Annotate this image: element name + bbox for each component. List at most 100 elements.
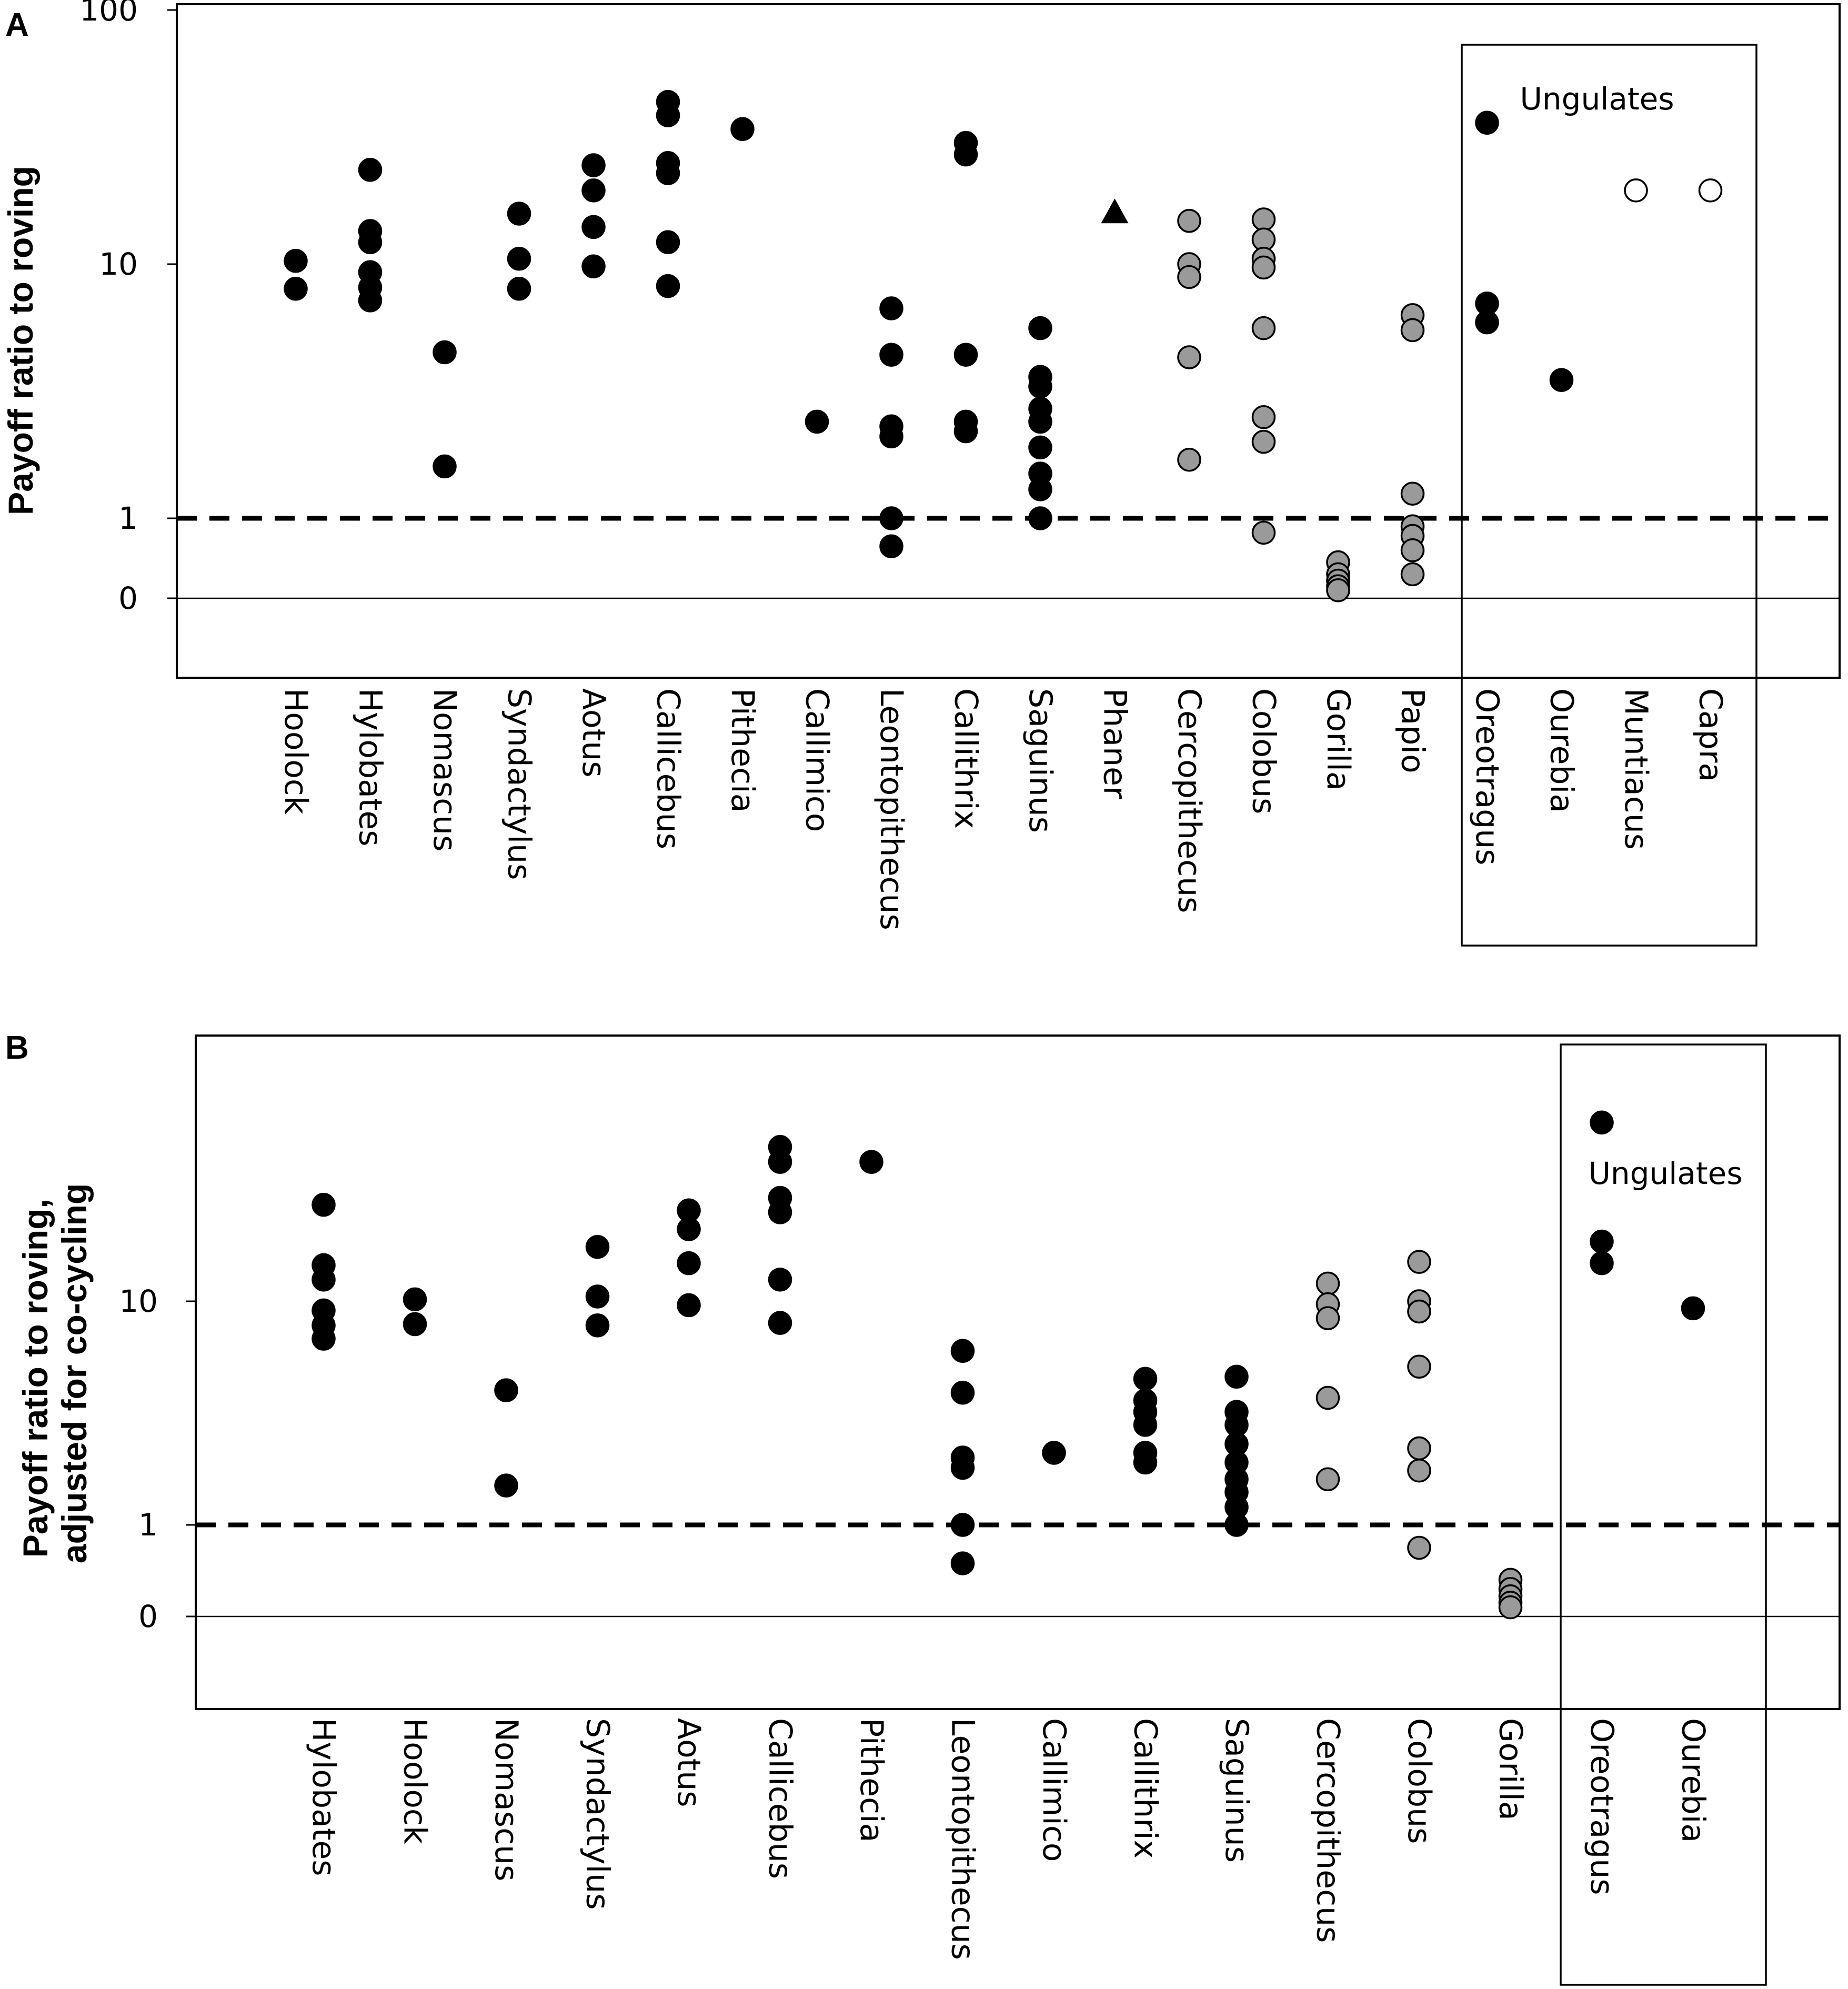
point-oreotragus bbox=[1475, 310, 1499, 335]
panel-b-y-axis-label-line-1: Payoff ratio to roving, bbox=[16, 1199, 55, 1558]
panel-b-ungulates-label: Ungulates bbox=[1588, 1156, 1742, 1191]
category-label-aotus: Aotus bbox=[575, 688, 612, 778]
point-leontopithecus bbox=[950, 1455, 975, 1480]
point-syndactylus bbox=[507, 247, 531, 271]
panel-b-y-axis-label: Payoff ratio to roving, adjusted for co-… bbox=[16, 1183, 94, 1563]
y-tick-label: 10 bbox=[119, 1283, 158, 1319]
point-callicebus bbox=[768, 1150, 792, 1174]
category-label-ourebia: Ourebia bbox=[1543, 688, 1580, 813]
point-nomascus bbox=[494, 1473, 518, 1498]
point-hoolock bbox=[403, 1312, 427, 1337]
category-label-leontopithecus: Leontopithecus bbox=[873, 688, 910, 930]
point-ourebia bbox=[1549, 368, 1574, 392]
point-saguinus bbox=[1028, 435, 1052, 460]
point-colobus bbox=[1251, 405, 1276, 429]
point-nomascus bbox=[433, 340, 457, 365]
point-capra bbox=[1698, 178, 1723, 203]
point-papio bbox=[1400, 481, 1425, 506]
point-gorilla bbox=[1498, 1595, 1523, 1620]
category-label-hoolock: Hoolock bbox=[397, 1718, 434, 1844]
point-papio bbox=[1400, 318, 1425, 343]
category-label-gorilla: Gorilla bbox=[1320, 688, 1357, 791]
point-aotus bbox=[677, 1293, 701, 1318]
point-aotus bbox=[677, 1251, 701, 1275]
point-cercopithecus bbox=[1315, 1385, 1340, 1410]
point-callicebus bbox=[656, 161, 680, 185]
point-hoolock bbox=[403, 1287, 427, 1312]
category-label-leontopithecus: Leontopithecus bbox=[945, 1718, 981, 1960]
panel-a-ungulates-box bbox=[1461, 44, 1757, 947]
point-colobus bbox=[1407, 1535, 1431, 1560]
point-cercopithecus bbox=[1315, 1467, 1340, 1491]
panel-a-plot-frame bbox=[176, 3, 1841, 679]
point-aotus bbox=[581, 215, 606, 239]
point-colobus bbox=[1251, 520, 1276, 545]
point-callicebus bbox=[768, 1311, 792, 1335]
point-aotus bbox=[581, 178, 606, 203]
point-colobus bbox=[1251, 207, 1276, 232]
point-syndactylus bbox=[585, 1313, 610, 1338]
point-cercopithecus bbox=[1177, 209, 1201, 233]
y-tick-label: 100 bbox=[79, 0, 138, 28]
panel-a-y-axis-label: Payoff ratio to roving bbox=[1, 166, 40, 515]
category-label-pithecia: Pithecia bbox=[724, 688, 761, 812]
point-colobus bbox=[1407, 1250, 1431, 1274]
point-callithrix bbox=[953, 343, 978, 367]
point-colobus bbox=[1407, 1354, 1431, 1379]
point-callithrix bbox=[953, 419, 978, 444]
panel-b-plot-frame bbox=[195, 1034, 1841, 1710]
point-hoolock bbox=[284, 277, 308, 301]
panel-a-ungulates-label: Ungulates bbox=[1520, 81, 1674, 117]
category-label-aotus: Aotus bbox=[670, 1718, 707, 1807]
point-hylobates bbox=[358, 230, 383, 255]
panel-b-points bbox=[312, 1110, 1705, 1620]
point-syndactylus bbox=[507, 202, 531, 226]
point-aotus bbox=[581, 254, 606, 278]
point-callithrix bbox=[953, 142, 978, 167]
category-label-cercopithecus: Cercopithecus bbox=[1171, 688, 1208, 913]
category-label-pithecia: Pithecia bbox=[853, 1718, 890, 1842]
point-callimico bbox=[805, 409, 829, 434]
category-label-colobus: Colobus bbox=[1246, 688, 1282, 814]
category-label-colobus: Colobus bbox=[1401, 1718, 1438, 1844]
category-label-hylobates: Hylobates bbox=[352, 688, 389, 847]
point-hylobates bbox=[312, 1327, 336, 1351]
panel-b-ungulates-box bbox=[1560, 1043, 1767, 1986]
point-cercopithecus bbox=[1315, 1271, 1340, 1296]
point-hylobates bbox=[358, 288, 383, 313]
point-callithrix bbox=[1133, 1367, 1158, 1391]
point-callicebus bbox=[656, 103, 680, 127]
point-saguinus bbox=[1028, 316, 1052, 340]
point-papio bbox=[1400, 562, 1425, 587]
category-label-papio: Papio bbox=[1394, 688, 1431, 774]
y-tick-label: 10 bbox=[99, 246, 138, 282]
point-oreotragus bbox=[1590, 1251, 1614, 1275]
point-leontopithecus bbox=[879, 534, 903, 558]
category-label-phaner: Phaner bbox=[1097, 688, 1133, 799]
category-label-cercopithecus: Cercopithecus bbox=[1310, 1718, 1347, 1943]
point-cercopithecus bbox=[1177, 345, 1201, 369]
y-tick-label: 1 bbox=[118, 500, 138, 536]
point-papio bbox=[1400, 538, 1425, 562]
category-label-oreotragus: Oreotragus bbox=[1583, 1718, 1620, 1895]
point-oreotragus bbox=[1590, 1110, 1614, 1135]
point-saguinus bbox=[1224, 1513, 1249, 1537]
point-colobus bbox=[1407, 1458, 1431, 1483]
point-nomascus bbox=[433, 454, 457, 479]
point-callicebus bbox=[656, 274, 680, 298]
category-label-nomascus: Nomascus bbox=[488, 1718, 525, 1881]
category-label-callithrix: Callithrix bbox=[1127, 1718, 1164, 1859]
category-label-syndactylus: Syndactylus bbox=[579, 1718, 616, 1910]
point-callimico bbox=[1042, 1441, 1066, 1465]
point-leontopithecus bbox=[879, 506, 903, 530]
point-pithecia bbox=[730, 117, 755, 142]
category-label-syndactylus: Syndactylus bbox=[501, 688, 538, 880]
point-syndactylus bbox=[585, 1234, 610, 1259]
point-colobus bbox=[1251, 255, 1276, 280]
point-oreotragus bbox=[1590, 1229, 1614, 1254]
category-label-callimico: Callimico bbox=[1036, 1718, 1072, 1862]
point-ourebia bbox=[1681, 1296, 1705, 1321]
